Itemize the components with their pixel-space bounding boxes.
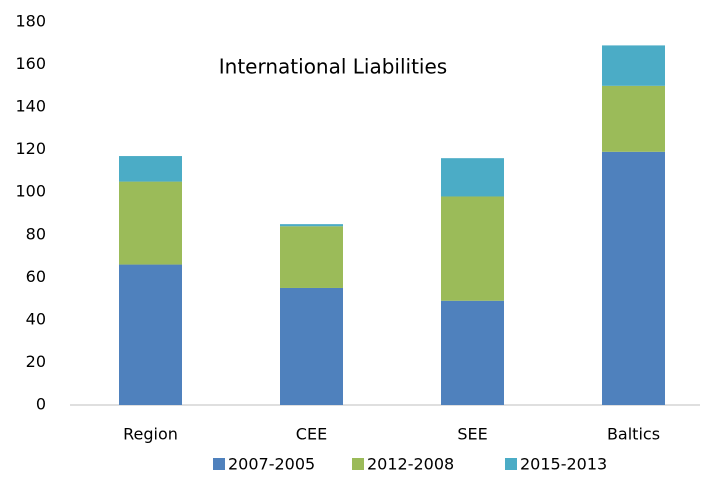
y-tick-label: 120 xyxy=(15,139,46,158)
y-tick-label: 40 xyxy=(26,309,46,328)
x-tick-label: Region xyxy=(123,425,178,444)
bar-segment xyxy=(602,85,665,152)
legend-swatch xyxy=(505,458,517,470)
bar-segment xyxy=(119,181,182,265)
y-tick-label: 160 xyxy=(15,54,46,73)
y-tick-label: 100 xyxy=(15,182,46,201)
bar-segment xyxy=(602,45,665,86)
legend-label: 2015-2013 xyxy=(520,455,607,474)
bar-segment xyxy=(280,287,343,405)
bar-segment xyxy=(441,300,504,405)
x-tick-label: CEE xyxy=(296,425,327,444)
x-tick-label: Baltics xyxy=(607,425,660,444)
y-tick-label: 140 xyxy=(15,97,46,116)
bar-segment xyxy=(602,151,665,405)
bar-segment xyxy=(119,156,182,182)
y-tick-label: 0 xyxy=(36,395,46,414)
y-tick-label: 60 xyxy=(26,267,46,286)
legend-swatch xyxy=(352,458,364,470)
bar-segment xyxy=(441,158,504,197)
y-tick-label: 180 xyxy=(15,12,46,31)
bar-segment xyxy=(280,226,343,288)
x-tick-label: SEE xyxy=(457,425,487,444)
bar-segment xyxy=(441,196,504,301)
legend-label: 2012-2008 xyxy=(367,455,454,474)
y-tick-label: 20 xyxy=(26,352,46,371)
bar-segment xyxy=(119,264,182,405)
bar-segment xyxy=(280,224,343,227)
chart-title: International Liabilities xyxy=(219,55,447,79)
legend-swatch xyxy=(213,458,225,470)
y-tick-label: 80 xyxy=(26,224,46,243)
legend-label: 2007-2005 xyxy=(228,455,315,474)
